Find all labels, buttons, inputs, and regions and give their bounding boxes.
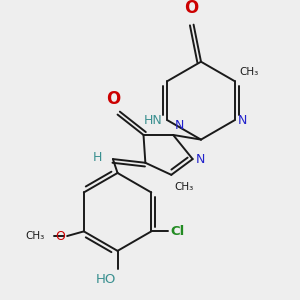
Text: HN: HN <box>144 114 163 127</box>
Text: N: N <box>195 153 205 166</box>
Text: O: O <box>184 0 199 17</box>
Text: Cl: Cl <box>171 225 185 238</box>
Text: CH₃: CH₃ <box>239 68 259 77</box>
Text: O: O <box>56 230 65 242</box>
Text: H: H <box>92 151 102 164</box>
Text: O: O <box>106 90 120 108</box>
Text: N: N <box>238 114 247 127</box>
Text: N: N <box>175 119 184 132</box>
Text: CH₃: CH₃ <box>26 231 45 241</box>
Text: CH₃: CH₃ <box>174 182 194 192</box>
Text: HO: HO <box>95 273 116 286</box>
